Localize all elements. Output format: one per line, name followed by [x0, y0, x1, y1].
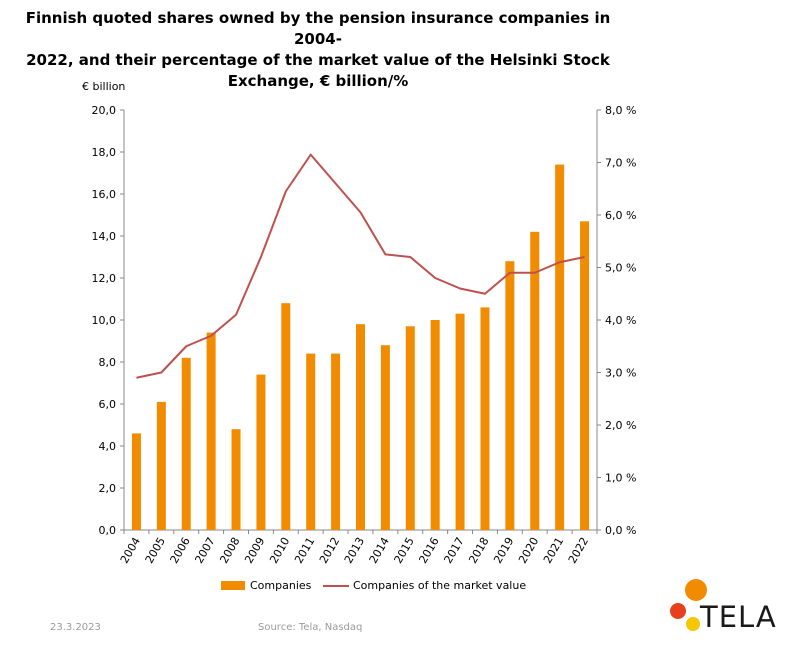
y2-tick-label: 2,0 % [605, 419, 636, 432]
y2-tick-label: 1,0 % [605, 472, 636, 485]
title-line-2: 2022, and their percentage of the market… [26, 51, 610, 69]
bar-companies [231, 429, 241, 530]
bar-companies [505, 261, 515, 530]
x-tick-label: 2015 [392, 535, 417, 566]
bar-companies [181, 357, 191, 530]
y2-tick-label: 5,0 % [605, 262, 636, 275]
bar-companies [306, 353, 316, 530]
bar-companies [405, 326, 415, 530]
x-tick-label: 2008 [217, 535, 242, 566]
x-tick-label: 2020 [516, 535, 541, 566]
bar-companies [455, 313, 465, 530]
bar-companies [281, 303, 291, 530]
y-tick-label: 2,0 [99, 482, 117, 495]
bar-companies [156, 401, 166, 530]
x-tick-label: 2009 [242, 535, 267, 566]
y2-tick-label: 4,0 % [605, 314, 636, 327]
bar-companies [256, 374, 266, 530]
y-tick-label: 0,0 [99, 524, 117, 537]
y2-tick-label: 3,0 % [605, 367, 636, 380]
x-tick-label: 2021 [541, 535, 566, 566]
bar-companies [480, 307, 490, 530]
bar-companies [555, 164, 565, 530]
x-tick-label: 2022 [566, 535, 591, 566]
x-tick-label: 2017 [441, 535, 466, 566]
bar-companies [356, 324, 365, 530]
bar-companies [380, 345, 390, 530]
logo-text: TELA [700, 600, 777, 634]
y2-tick-label: 0,0 % [605, 524, 636, 537]
legend-label-companies: Companies [250, 579, 312, 592]
title-line-3: Exchange, € billion/% [227, 72, 409, 90]
x-tick-label: 2019 [491, 535, 516, 566]
bar-companies [331, 353, 341, 530]
y-tick-label: 6,0 [99, 398, 117, 411]
y-axis-unit-label: € billion [82, 80, 126, 93]
y2-tick-label: 6,0 % [605, 209, 636, 222]
bar-companies [580, 221, 590, 531]
y-tick-label: 8,0 [99, 356, 117, 369]
bar-companies [206, 332, 216, 530]
x-tick-label: 2007 [192, 535, 217, 566]
footer-date: 23.3.2023 [50, 622, 101, 633]
x-tick-label: 2016 [417, 535, 442, 566]
x-tick-label: 2005 [143, 535, 168, 566]
logo-orange-circle [685, 579, 707, 601]
x-tick-label: 2004 [118, 535, 143, 566]
x-tick-label: 2012 [317, 535, 342, 566]
logo-yellow-circle [686, 617, 700, 631]
legend-label-market-value: Companies of the market value [353, 579, 526, 592]
chart-title: Finnish quoted shares owned by the pensi… [0, 8, 636, 92]
x-tick-label: 2011 [292, 535, 317, 566]
y-tick-label: 10,0 [92, 314, 117, 327]
y-tick-label: 12,0 [92, 272, 117, 285]
y2-tick-label: 7,0 % [605, 157, 636, 170]
legend-swatch-companies [221, 581, 245, 590]
footer-source: Source: Tela, Nasdaq [258, 622, 363, 633]
bar-companies [430, 320, 440, 530]
bar-companies [530, 231, 540, 531]
y-tick-label: 4,0 [99, 440, 117, 453]
y-tick-label: 14,0 [92, 230, 117, 243]
bar-companies [131, 433, 141, 530]
y2-tick-label: 8,0 % [605, 104, 636, 117]
x-tick-label: 2014 [367, 535, 392, 566]
y-tick-label: 18,0 [92, 146, 117, 159]
x-tick-label: 2006 [168, 535, 193, 566]
title-line-1: Finnish quoted shares owned by the pensi… [25, 9, 611, 48]
x-tick-label: 2018 [466, 535, 491, 566]
x-tick-label: 2010 [267, 535, 292, 566]
y-tick-label: 20,0 [92, 104, 117, 117]
logo-red-circle [670, 603, 686, 619]
tela-logo [670, 579, 707, 631]
y-tick-label: 16,0 [92, 188, 117, 201]
x-tick-label: 2013 [342, 535, 367, 566]
